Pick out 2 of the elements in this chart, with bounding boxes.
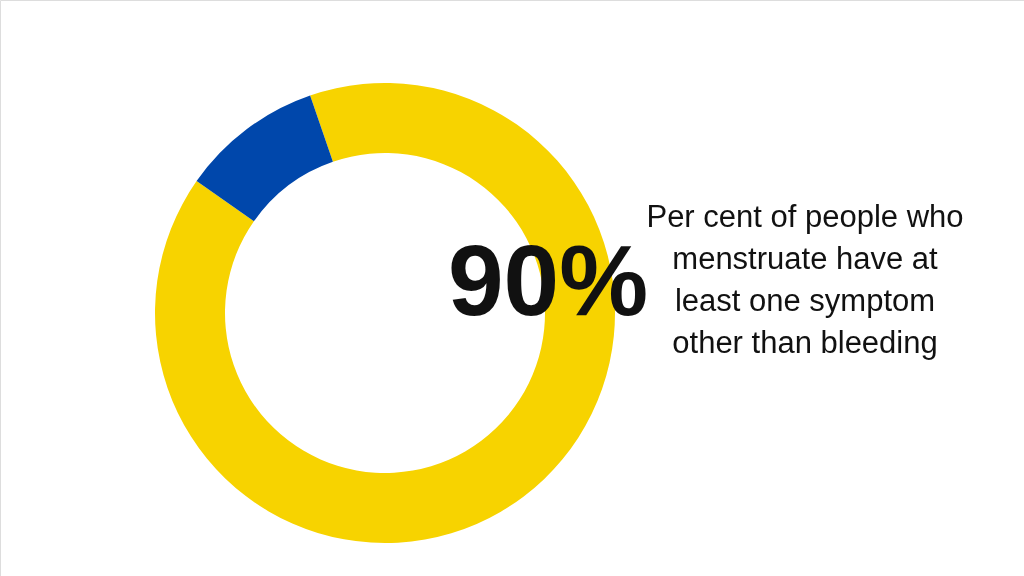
text: Per cent of people who menstruate have at least one symptom other than bleeding bbox=[646, 199, 964, 360]
donut-slice bbox=[196, 95, 333, 222]
